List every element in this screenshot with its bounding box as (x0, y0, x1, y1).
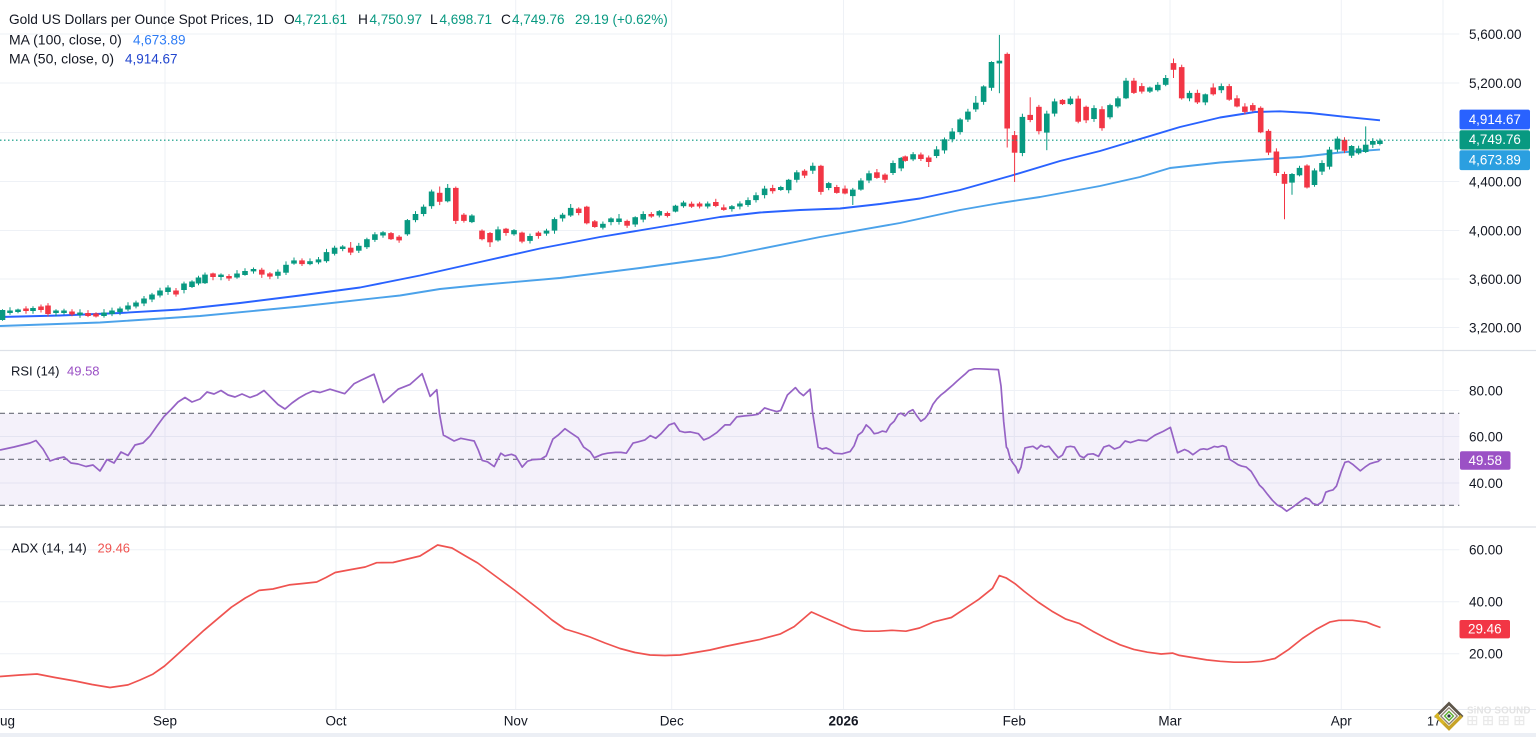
svg-text:49.58: 49.58 (67, 364, 100, 379)
svg-text:O: O (284, 12, 295, 27)
svg-text:4,673.89: 4,673.89 (133, 33, 186, 48)
svg-text:49.58: 49.58 (1468, 453, 1502, 468)
svg-text:Gold US Dollars per Ounce Spot: Gold US Dollars per Ounce Spot Prices, 1… (9, 12, 274, 27)
svg-text:SiNO SOUND: SiNO SOUND (1467, 706, 1531, 717)
svg-text:ADX (14, 14): ADX (14, 14) (12, 541, 87, 556)
svg-text:4,000.00: 4,000.00 (1469, 223, 1522, 238)
svg-text:60.00: 60.00 (1469, 543, 1503, 558)
svg-text:4,914.67: 4,914.67 (125, 52, 178, 67)
svg-text:L: L (430, 12, 438, 27)
svg-text:Sep: Sep (153, 714, 177, 729)
svg-text:Dec: Dec (660, 714, 684, 729)
svg-text:RSI (14): RSI (14) (11, 364, 59, 379)
svg-text:ug: ug (0, 714, 15, 729)
svg-text:H: H (358, 12, 368, 27)
svg-text:3,200.00: 3,200.00 (1469, 320, 1522, 335)
svg-text:20.00: 20.00 (1469, 647, 1503, 662)
svg-text:29.46: 29.46 (1468, 622, 1502, 637)
svg-text:40.00: 40.00 (1469, 476, 1503, 491)
svg-text:Mar: Mar (1158, 714, 1182, 729)
svg-text:MA (50, close, 0): MA (50, close, 0) (9, 51, 114, 67)
svg-text:5,600.00: 5,600.00 (1469, 27, 1522, 42)
svg-text:Oct: Oct (325, 714, 346, 729)
svg-text:2026: 2026 (828, 714, 859, 729)
svg-text:60.00: 60.00 (1469, 429, 1503, 444)
svg-text:C: C (501, 12, 511, 27)
svg-text:Feb: Feb (1003, 714, 1026, 729)
svg-text:4,914.67: 4,914.67 (1469, 112, 1521, 127)
svg-text:4,750.97: 4,750.97 (370, 12, 423, 27)
svg-text:80.00: 80.00 (1469, 383, 1503, 398)
svg-text:29.19 (+0.62%): 29.19 (+0.62%) (575, 12, 668, 27)
svg-text:4,749.76: 4,749.76 (512, 12, 565, 27)
svg-text:4,721.61: 4,721.61 (295, 12, 348, 27)
svg-text:4,749.76: 4,749.76 (1469, 132, 1521, 147)
svg-text:40.00: 40.00 (1469, 595, 1503, 610)
svg-text:Apr: Apr (1331, 714, 1353, 729)
svg-text:Nov: Nov (504, 714, 528, 729)
svg-text:3,600.00: 3,600.00 (1469, 272, 1522, 287)
svg-text:4,698.71: 4,698.71 (440, 12, 493, 27)
svg-text:5,200.00: 5,200.00 (1469, 76, 1522, 91)
svg-text:29.46: 29.46 (98, 541, 131, 556)
svg-text:MA (100, close, 0): MA (100, close, 0) (9, 32, 122, 48)
svg-text:4,673.89: 4,673.89 (1469, 153, 1521, 168)
svg-text:4,400.00: 4,400.00 (1469, 174, 1522, 189)
